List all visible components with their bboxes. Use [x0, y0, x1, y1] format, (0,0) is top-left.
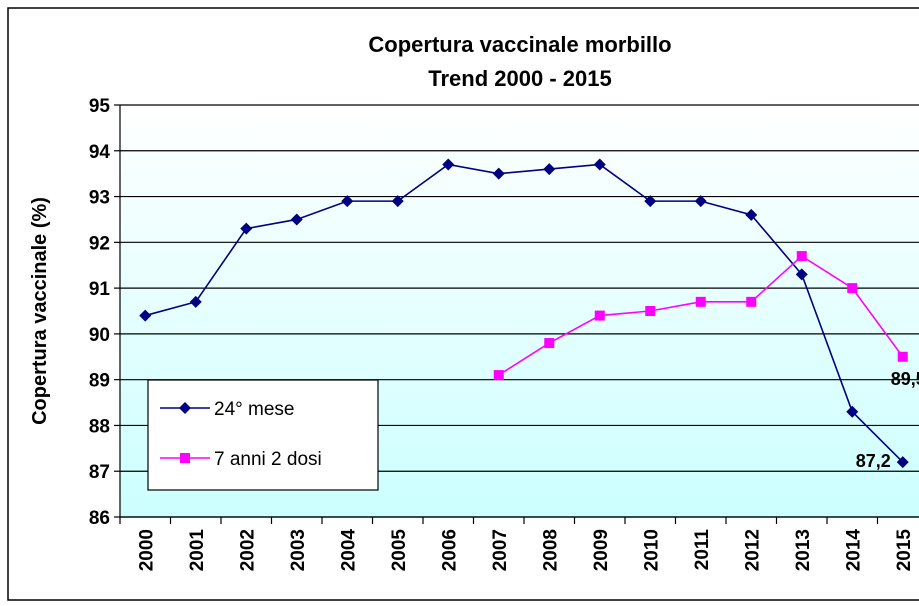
y-tick-label: 88 [89, 416, 110, 437]
legend-label: 7 anni 2 dosi [214, 449, 322, 470]
legend-box [147, 379, 379, 491]
series-line [145, 163, 904, 463]
marker [846, 405, 859, 418]
marker [644, 195, 657, 208]
marker [645, 306, 656, 316]
marker [795, 268, 808, 281]
marker [594, 310, 605, 321]
marker [139, 309, 152, 322]
marker [492, 167, 505, 180]
marker [745, 208, 758, 221]
chart-title: Copertura vaccinale morbillo [368, 32, 671, 57]
x-tick-label: 2012 [742, 529, 763, 571]
marker [240, 222, 253, 235]
data-label: 87,2 [856, 451, 891, 471]
marker [543, 163, 556, 176]
y-tick-label: 90 [89, 325, 110, 346]
marker [189, 295, 202, 308]
x-tick-label: 2003 [288, 529, 309, 571]
y-tick-label: 95 [89, 96, 111, 117]
y-tick-label: 92 [89, 233, 110, 254]
marker [290, 213, 303, 226]
x-tick-label: 2014 [843, 529, 864, 572]
y-axis-label: Copertura vaccinale (%) [29, 197, 51, 425]
chart-subtitle: Trend 2000 - 2015 [428, 66, 611, 91]
marker [746, 296, 757, 307]
marker [544, 338, 555, 349]
x-tick-label: 2006 [439, 529, 460, 571]
legend-label: 24° mese [214, 399, 294, 420]
y-tick-label: 87 [89, 462, 110, 483]
data-label: 89,5 [891, 369, 919, 389]
marker [493, 370, 504, 381]
marker [391, 195, 404, 208]
x-tick-label: 2009 [591, 529, 612, 571]
x-tick-label: 2015 [894, 529, 915, 572]
marker [897, 351, 908, 362]
x-tick-label: 2000 [136, 529, 157, 571]
x-tick-label: 2001 [187, 529, 208, 572]
x-tick-label: 2005 [389, 529, 410, 572]
marker [341, 195, 354, 208]
x-tick-label: 2008 [540, 529, 561, 571]
x-tick-label: 2013 [793, 529, 814, 571]
x-tick-label: 2002 [237, 529, 258, 571]
y-tick-label: 86 [89, 508, 110, 529]
y-tick-label: 94 [89, 142, 111, 163]
y-tick-label: 89 [89, 371, 110, 392]
marker [896, 456, 909, 469]
x-tick-label: 2010 [641, 529, 662, 571]
marker [796, 251, 807, 262]
marker [593, 158, 606, 171]
marker [442, 158, 455, 171]
marker [180, 453, 190, 463]
x-tick-label: 2011 [692, 529, 713, 571]
x-tick-label: 2004 [338, 529, 359, 572]
marker [695, 296, 706, 307]
marker [694, 195, 707, 208]
y-tick-label: 91 [89, 279, 111, 300]
marker [179, 402, 191, 414]
x-tick-label: 2007 [490, 529, 511, 571]
marker [847, 283, 858, 294]
y-tick-label: 93 [89, 188, 110, 209]
